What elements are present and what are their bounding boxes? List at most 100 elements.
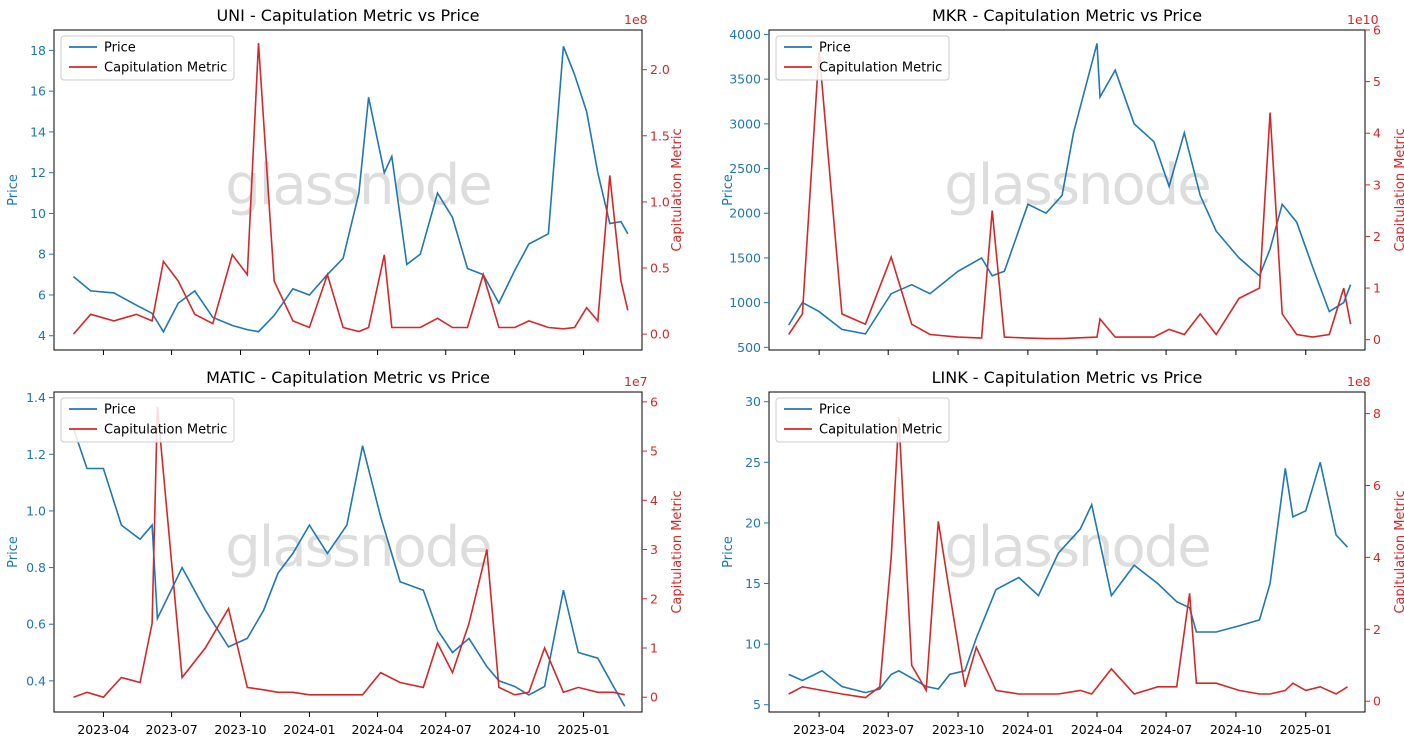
plot-frame xyxy=(768,391,1366,713)
y2-tick-label: 0 xyxy=(650,690,658,705)
y-tick-label: 8 xyxy=(38,247,46,262)
y2-tick-label: 1.0 xyxy=(650,194,670,209)
y2-multiplier: 1e10 xyxy=(1347,12,1379,27)
y2-axis-label: Capitulation Metric xyxy=(1393,490,1404,613)
watermark-text: glassnode xyxy=(225,515,491,580)
y-tick-label: 18 xyxy=(30,43,46,58)
y-tick-label: 15 xyxy=(745,576,761,591)
y-tick-label: 0.6 xyxy=(26,617,46,632)
y-tick-label: 6 xyxy=(38,287,46,302)
y2-tick-label: 2 xyxy=(1373,229,1381,244)
chart-title: MKR - Capitulation Metric vs Price xyxy=(932,6,1202,25)
y-tick-label: 16 xyxy=(30,84,46,99)
y-tick-label: 1500 xyxy=(729,250,761,265)
y2-tick-label: 1.5 xyxy=(650,128,670,143)
y-axis-label: Price xyxy=(6,536,21,568)
y2-tick-label: 0 xyxy=(1373,332,1381,347)
x-tick-label: 2024-10 xyxy=(489,722,541,737)
y2-tick-label: 2 xyxy=(1373,622,1381,637)
y2-tick-label: 1 xyxy=(650,641,658,656)
y2-tick-label: 3 xyxy=(650,542,658,557)
y-tick-label: 4000 xyxy=(729,27,761,42)
y-tick-label: 25 xyxy=(745,455,761,470)
y2-tick-label: 6 xyxy=(650,394,658,409)
legend-label-price: Price xyxy=(819,403,851,418)
x-tick-label: 2024-01 xyxy=(283,722,335,737)
plot-frame xyxy=(53,29,643,351)
y2-tick-label: 6 xyxy=(1373,478,1381,493)
watermark-text: glassnode xyxy=(225,153,491,218)
legend-label-capitulation-metric: Capitulation Metric xyxy=(104,61,227,76)
y2-tick-label: 0.5 xyxy=(650,261,670,276)
y-tick-label: 0.8 xyxy=(26,560,46,575)
y-tick-label: 4 xyxy=(38,328,46,343)
y2-tick-label: 6 xyxy=(1373,23,1381,38)
y-tick-label: 5 xyxy=(753,697,761,712)
y-axis-label: Price xyxy=(721,536,736,568)
legend-label-capitulation-metric: Capitulation Metric xyxy=(819,61,942,76)
y2-tick-label: 4 xyxy=(1373,550,1381,565)
series-line-price xyxy=(72,428,626,707)
chart-title: LINK - Capitulation Metric vs Price xyxy=(932,368,1203,387)
legend-label-price: Price xyxy=(104,41,136,56)
legend-box xyxy=(60,397,235,443)
y-tick-label: 2500 xyxy=(729,161,761,176)
y2-tick-label: 4 xyxy=(650,493,658,508)
y2-tick-label: 5 xyxy=(650,444,658,459)
watermark-text: glassnode xyxy=(944,515,1210,580)
y-tick-label: 1.2 xyxy=(26,447,46,462)
chart-panel-3: LINK - Capitulation Metric vs Price glass… xyxy=(721,368,1404,737)
y-tick-label: 1.4 xyxy=(26,390,46,405)
y2-tick-label: 0 xyxy=(1373,694,1381,709)
series-line-price xyxy=(72,46,629,334)
legend: Price Capitulation Metric xyxy=(775,397,950,443)
x-tick-label: 2024-10 xyxy=(1210,722,1262,737)
legend-label-capitulation-metric: Capitulation Metric xyxy=(104,423,227,438)
chart-title: MATIC - Capitulation Metric vs Price xyxy=(206,368,490,387)
chart-panel-1: MKR - Capitulation Metric vs Price glassn… xyxy=(721,6,1404,355)
y2-axis-label: Capitulation Metric xyxy=(1393,128,1404,251)
legend: Price Capitulation Metric xyxy=(60,397,235,443)
x-tick-label: 2023-04 xyxy=(77,722,129,737)
y2-axis-label: Capitulation Metric xyxy=(670,490,685,613)
x-tick-label: 2023-10 xyxy=(214,722,266,737)
y-tick-label: 14 xyxy=(30,124,46,139)
legend-label-price: Price xyxy=(819,41,851,56)
y-tick-label: 2000 xyxy=(729,206,761,221)
x-tick-label: 2023-10 xyxy=(932,722,984,737)
y-axis-label: Price xyxy=(721,174,736,206)
y2-multiplier: 1e8 xyxy=(1347,374,1371,389)
y2-tick-label: 1 xyxy=(1373,281,1381,296)
legend-box xyxy=(775,397,950,443)
legend-label-price: Price xyxy=(104,403,136,418)
y-tick-label: 3000 xyxy=(729,116,761,131)
series-line-capitulation-metric xyxy=(72,43,629,335)
y-tick-label: 1.0 xyxy=(26,503,46,518)
y2-axis-label: Capitulation Metric xyxy=(670,128,685,251)
x-tick-label: 2024-07 xyxy=(420,722,472,737)
y-tick-label: 1000 xyxy=(729,295,761,310)
y2-tick-label: 2.0 xyxy=(650,62,670,77)
watermark-text: glassnode xyxy=(944,153,1210,218)
y-tick-label: 10 xyxy=(30,206,46,221)
y-axis-label: Price xyxy=(6,174,21,206)
y2-tick-label: 5 xyxy=(1373,74,1381,89)
x-tick-label: 2025-01 xyxy=(557,722,609,737)
y-tick-label: 30 xyxy=(745,394,761,409)
y-tick-label: 0.4 xyxy=(26,673,46,688)
y2-tick-label: 4 xyxy=(1373,126,1381,141)
series-line-capitulation-metric xyxy=(788,417,1348,699)
y2-tick-label: 3 xyxy=(1373,177,1381,192)
chart-panel-0: UNI - Capitulation Metric vs Price glassn… xyxy=(6,6,685,355)
plot-frame xyxy=(53,391,643,713)
x-tick-label: 2023-07 xyxy=(862,722,914,737)
y2-tick-label: 8 xyxy=(1373,406,1381,421)
series-line-price xyxy=(788,462,1349,694)
y-tick-label: 10 xyxy=(745,637,761,652)
y2-tick-label: 0.0 xyxy=(650,327,670,342)
legend-box xyxy=(775,35,950,81)
x-tick-label: 2023-04 xyxy=(793,722,845,737)
series-line-capitulation-metric xyxy=(788,50,1352,340)
x-tick-label: 2025-01 xyxy=(1280,722,1332,737)
